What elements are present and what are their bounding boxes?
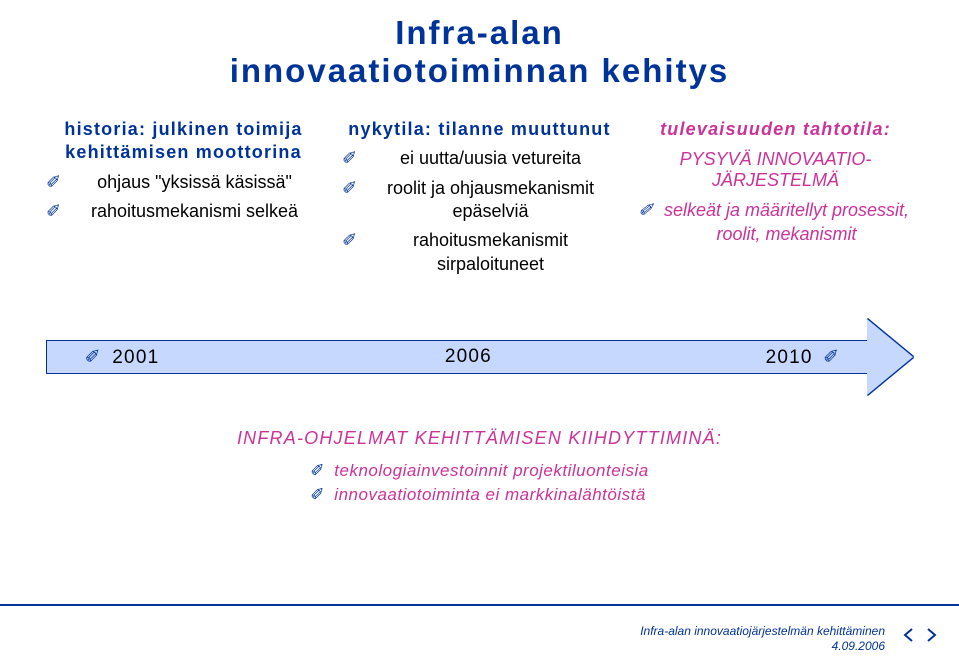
chevron-left-icon bbox=[901, 627, 917, 643]
column-middle-item: ei uutta/uusia vetureita bbox=[364, 147, 617, 170]
timeline-year: ✐ 2001 bbox=[81, 346, 160, 369]
column-middle-item: rahoitusmekanismit sirpaloituneet bbox=[364, 229, 617, 276]
column-middle-item: roolit ja ohjausmekanismit epäselviä bbox=[364, 177, 617, 224]
timeline-year-label: 2006 bbox=[445, 346, 492, 367]
prev-button[interactable] bbox=[901, 627, 917, 648]
footer-divider bbox=[0, 604, 959, 606]
lower-item: innovaatiotoiminta ei markkinalähtöistä bbox=[310, 485, 648, 505]
timeline-year: 2010 ✐ bbox=[766, 346, 845, 369]
slide: Infra-alan innovaatiotoiminnan kehitys h… bbox=[0, 0, 959, 664]
timeline-arrow: ✐ 2001 2006 2010 ✐ bbox=[46, 314, 913, 400]
next-button[interactable] bbox=[923, 627, 939, 648]
footer-line1: Infra-alan innovaatiojärjestelmän kehitt… bbox=[640, 624, 885, 638]
lower-heading: INFRA-OHJELMAT KEHITTÄMISEN KIIHDYTTIMIN… bbox=[0, 428, 959, 449]
slide-title: Infra-alan innovaatiotoiminnan kehitys bbox=[0, 0, 959, 90]
column-left-item: ohjaus "yksissä käsissä" bbox=[68, 171, 321, 194]
pen-icon: ✐ bbox=[823, 347, 840, 368]
column-right-subheading: PYSYVÄ INNOVAATIO-JÄRJESTELMÄ bbox=[638, 149, 913, 191]
lower-bullets: teknologiainvestoinnit projektiluonteisi… bbox=[310, 457, 648, 509]
column-left-heading: historia: julkinen toimija kehittämisen … bbox=[46, 118, 321, 165]
column-right-heading: tulevaisuuden tahtotila: bbox=[638, 118, 913, 141]
footer-line2: 4.09.2006 bbox=[832, 639, 885, 653]
column-left: historia: julkinen toimija kehittämisen … bbox=[46, 118, 321, 282]
column-middle: nykytila: tilanne muuttunut ei uutta/uus… bbox=[342, 118, 617, 282]
columns-row: historia: julkinen toimija kehittämisen … bbox=[0, 118, 959, 282]
column-right-item: selkeät ja määritellyt prosessit, roolit… bbox=[660, 199, 913, 246]
chevron-right-icon bbox=[923, 627, 939, 643]
timeline-year: 2006 bbox=[445, 346, 492, 368]
column-middle-heading: nykytila: tilanne muuttunut bbox=[342, 118, 617, 141]
footer-nav bbox=[899, 627, 939, 648]
pen-icon: ✐ bbox=[85, 347, 102, 368]
lower-block: INFRA-OHJELMAT KEHITTÄMISEN KIIHDYTTIMIN… bbox=[0, 428, 959, 509]
lower-item: teknologiainvestoinnit projektiluonteisi… bbox=[310, 461, 648, 481]
arrow-head-icon bbox=[867, 319, 913, 395]
column-right: tulevaisuuden tahtotila: PYSYVÄ INNOVAAT… bbox=[638, 118, 913, 282]
title-line1: Infra-alan bbox=[395, 14, 564, 51]
timeline-year-label: 2001 bbox=[112, 347, 159, 368]
footer-text: Infra-alan innovaatiojärjestelmän kehitt… bbox=[640, 624, 885, 654]
column-left-item: rahoitusmekanismi selkeä bbox=[68, 200, 321, 223]
title-line2: innovaatiotoiminnan kehitys bbox=[230, 52, 730, 89]
timeline-year-label: 2010 bbox=[766, 347, 813, 368]
